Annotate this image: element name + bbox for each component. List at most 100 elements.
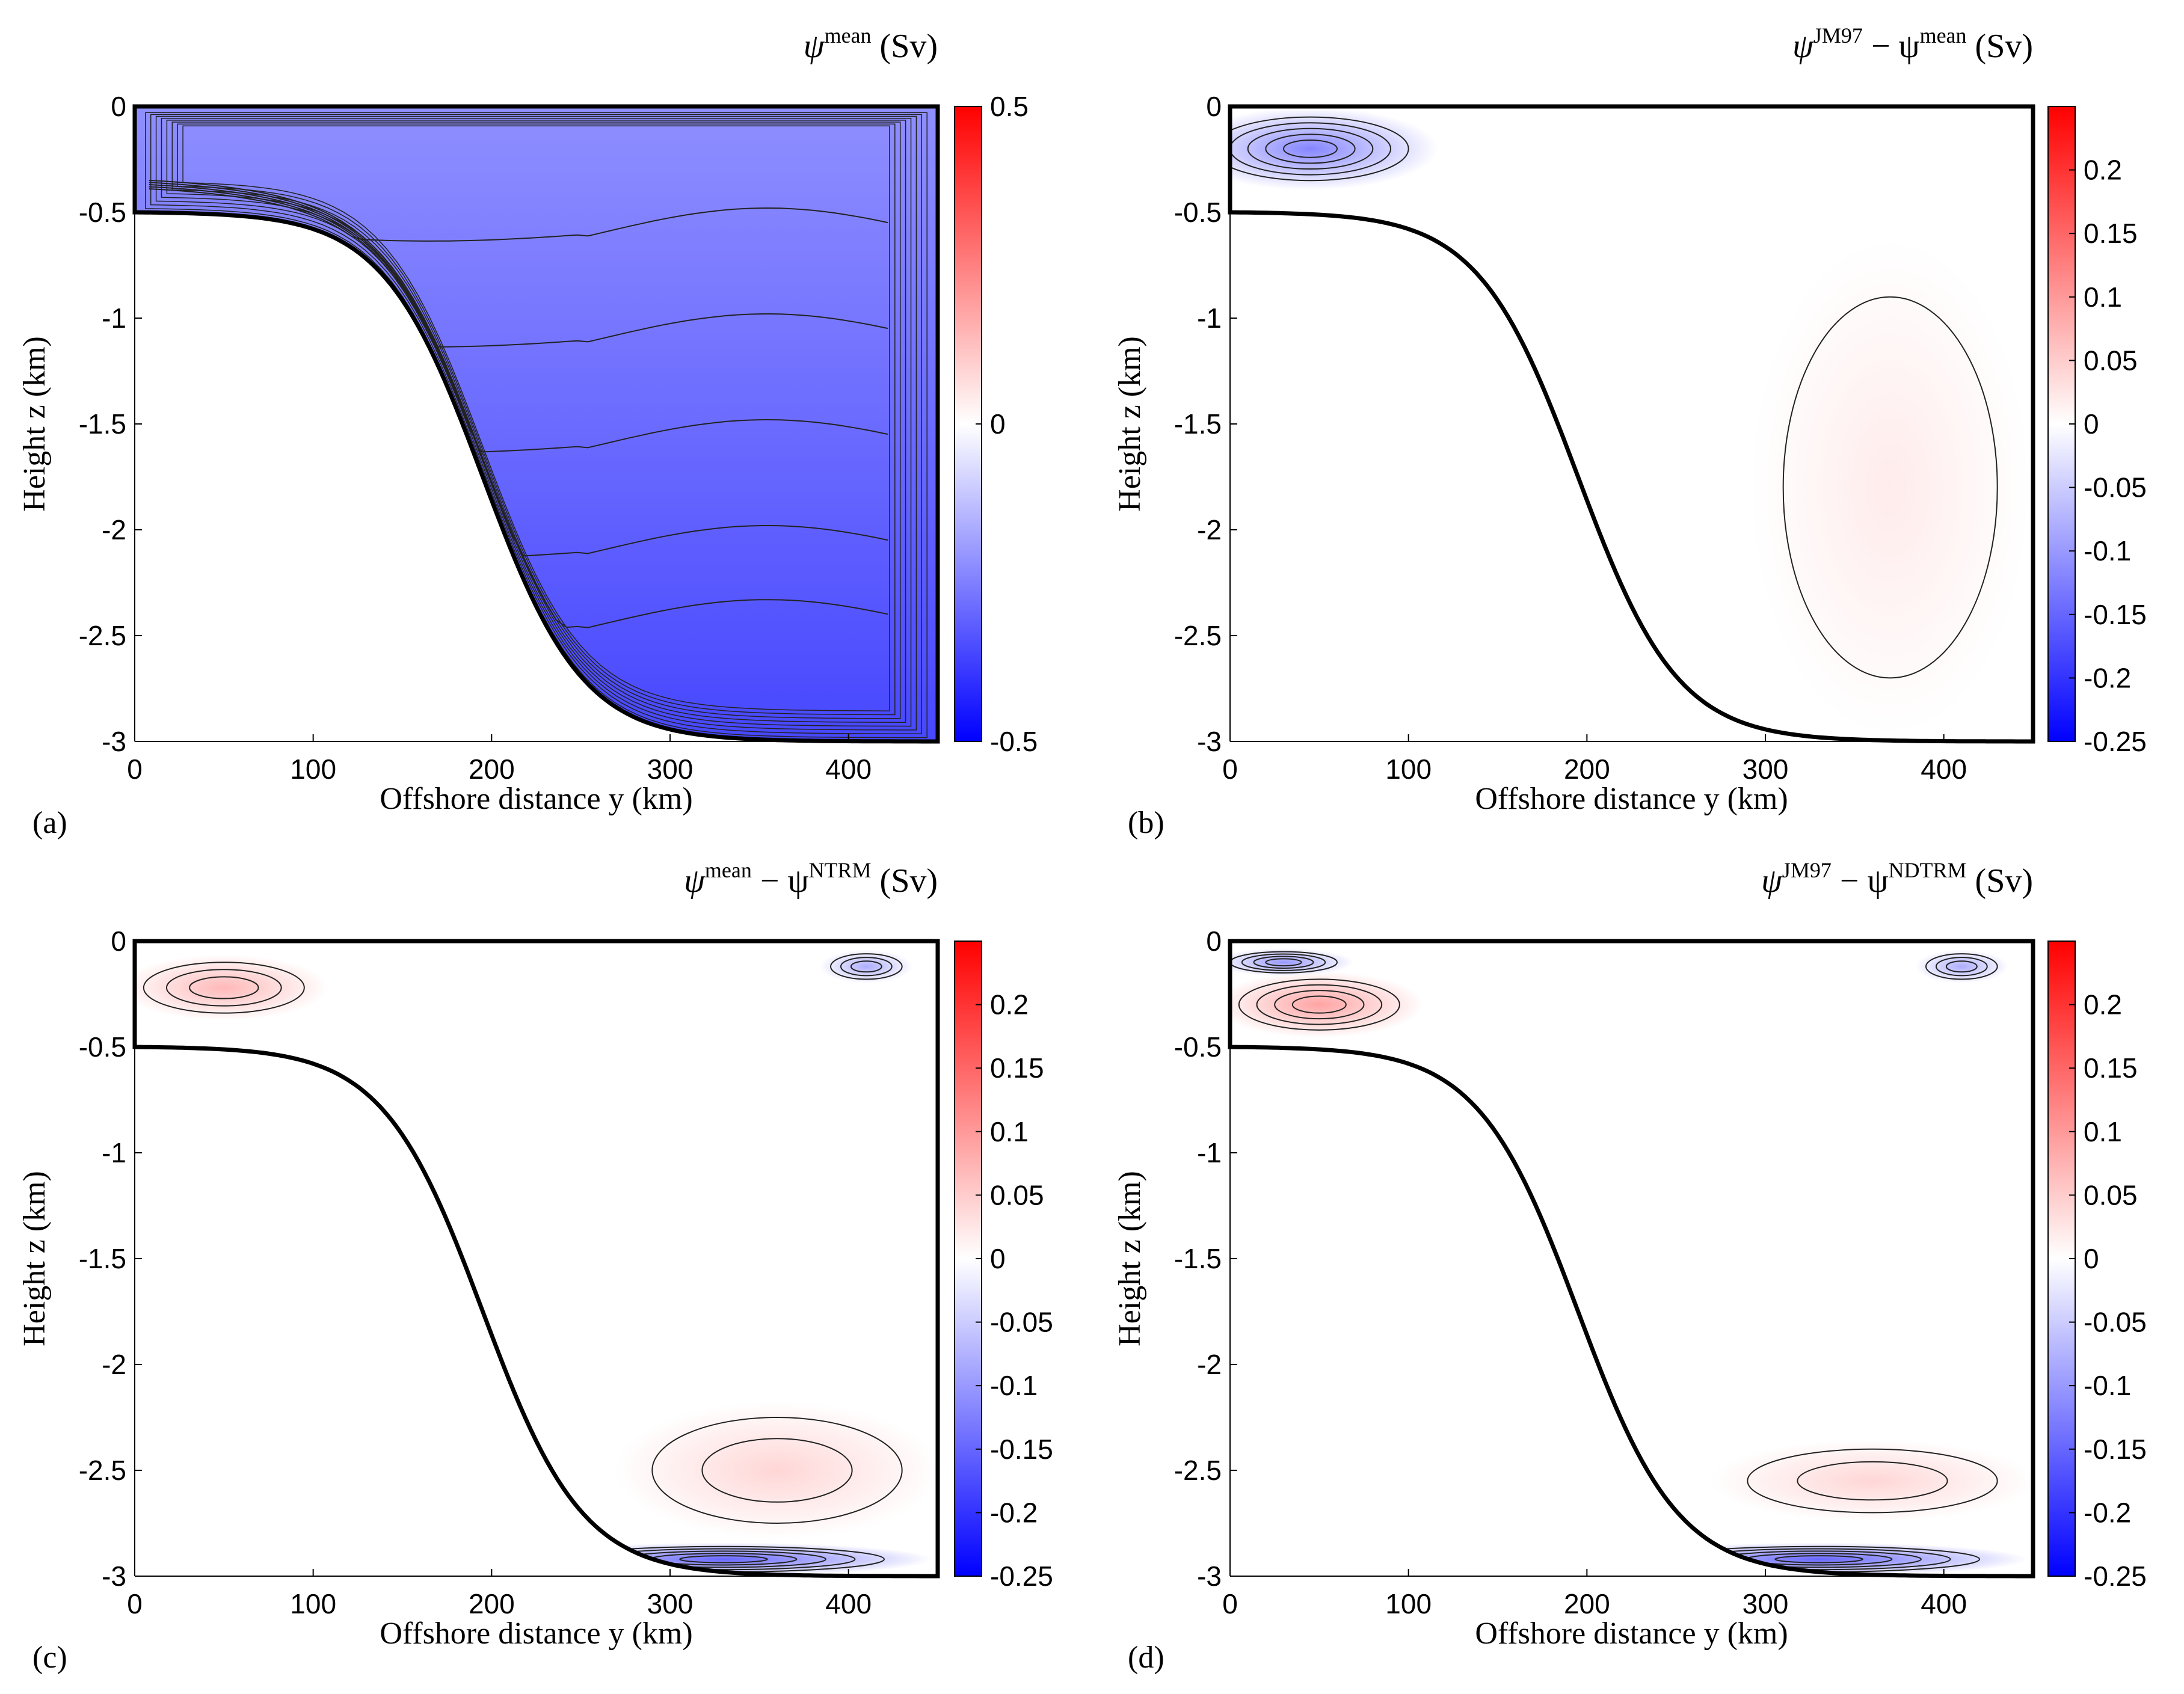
panel-title: ψmean (Sv) <box>804 23 938 65</box>
field-anomaly <box>1230 948 1353 977</box>
colorbar-tick-label: 0 <box>990 1243 1006 1274</box>
colorbar: 0.2 0.15 0.1 0.05 0 -0.05 -0.1 -0.15 -0.2 -0.25 <box>954 941 1053 1592</box>
x-axis-label: Offshore distance y (km) <box>380 782 692 816</box>
x-tick-label: 400 <box>825 1588 872 1619</box>
colorbar-tick-label: 0.05 <box>2084 345 2138 376</box>
colorbar-tick-label: -0.15 <box>990 1434 1053 1465</box>
panel-c: 0 100 200 300 400 0 -0.5 -1 -1.5 -2 -2.5 -3 Offshore… <box>17 858 1053 1675</box>
x-tick-label: 200 <box>469 753 515 785</box>
contour-line <box>189 976 259 999</box>
y-tick-label: -2.5 <box>79 620 126 651</box>
contour-line <box>1945 960 1978 973</box>
contour-line <box>165 969 282 1007</box>
x-axis-label: Offshore distance y (km) <box>1475 1616 1788 1651</box>
y-tick-label: -2 <box>1197 514 1222 545</box>
y-tick-label: -0.5 <box>79 1031 126 1063</box>
colorbar-tick-label: 0.1 <box>2084 1116 2122 1147</box>
y-tick-label: -0.5 <box>79 197 126 228</box>
panel-label: (a) <box>32 806 67 840</box>
colorbar-tick-label: 0.5 <box>990 91 1029 122</box>
x-tick-label: 400 <box>1921 753 1967 785</box>
panel-a: 0 100 200 300 400 0 -0.5 -1 -1.5 -2 -2.5 -3 Offshore… <box>17 23 1038 840</box>
panel-d: 0 100 200 300 400 0 -0.5 -1 -1.5 -2 -2.5 -3 Offshore… <box>1113 858 2147 1675</box>
panel-b: 0 100 200 300 400 0 -0.5 -1 -1.5 -2 -2.5 -3 Offshore… <box>1113 23 2147 840</box>
field <box>1230 941 2033 1576</box>
contour-line <box>830 953 903 980</box>
panel-label: (d) <box>1128 1640 1164 1675</box>
field <box>135 941 938 1576</box>
field-anomaly <box>615 1401 938 1539</box>
field-anomaly <box>820 950 913 983</box>
contour-line <box>1747 1448 1998 1514</box>
colorbar-tick-label: 0 <box>990 408 1006 440</box>
y-tick-label: -1.5 <box>79 408 126 440</box>
x-tick-label: 0 <box>127 1588 143 1619</box>
y-tick-label: -0.5 <box>1174 1031 1222 1063</box>
colorbar-tick-label: -0.05 <box>2084 1307 2147 1338</box>
colorbar-tick-label: 0.15 <box>2084 1052 2138 1084</box>
field-anomaly <box>1230 107 1438 191</box>
y-tick-label: 0 <box>111 91 126 122</box>
x-tick-label: 200 <box>1564 1588 1610 1619</box>
colorbar-tick-label: -0.25 <box>2084 1561 2147 1592</box>
field-anomaly <box>135 954 328 1021</box>
colorbar-tick-label: -0.1 <box>2084 1370 2131 1401</box>
y-tick-label: 0 <box>111 925 126 957</box>
y-tick-label: -1.5 <box>1174 408 1222 440</box>
contour-line <box>840 957 893 977</box>
x-tick-label: 0 <box>1222 753 1238 785</box>
y-tick-label: -2.5 <box>1174 1455 1222 1486</box>
x-tick-label: 0 <box>1222 1588 1238 1619</box>
colorbar-tick-label: -0.5 <box>990 726 1038 757</box>
colorbar-tick-label: -0.05 <box>990 1307 1053 1338</box>
contour-line <box>1247 127 1374 170</box>
colorbar-tick-label: 0.2 <box>2084 155 2122 186</box>
y-tick-label: -2 <box>102 514 126 545</box>
y-tick-label: -3 <box>102 1561 126 1592</box>
contour-line <box>1925 953 1998 980</box>
x-tick-label: 100 <box>1385 1588 1432 1619</box>
contour-line <box>166 120 906 723</box>
x-tick-label: 200 <box>469 1588 515 1619</box>
colorbar-tick-label: 0.15 <box>990 1052 1044 1084</box>
x-tick-label: 300 <box>1743 1588 1789 1619</box>
contour-line <box>850 960 882 973</box>
y-tick-label: -3 <box>102 726 126 757</box>
y-tick-label: -1.5 <box>79 1243 126 1274</box>
colorbar: 0.2 0.15 0.1 0.05 0 -0.05 -0.1 -0.15 -0.2 -0.25 <box>2047 941 2147 1592</box>
colorbar-tick-label: 0.05 <box>990 1179 1044 1211</box>
y-tick-label: -2.5 <box>1174 620 1222 651</box>
contour-line <box>1291 995 1347 1014</box>
colorbar-tick-label: -0.25 <box>990 1561 1053 1592</box>
contour-line <box>149 186 888 348</box>
x-tick-label: 300 <box>647 1588 694 1619</box>
colorbar-tick-label: -0.05 <box>2084 472 2147 503</box>
contour-line <box>161 117 912 727</box>
contour-line <box>149 180 888 628</box>
topography-outline <box>1228 104 2035 744</box>
x-axis-label: Offshore distance y (km) <box>380 1616 692 1651</box>
contour-line <box>1935 957 1988 977</box>
y-tick-label: -3 <box>1197 1561 1222 1592</box>
colorbar-tick-label: -0.25 <box>2084 726 2147 757</box>
y-axis-label: Height z (km) <box>17 1171 52 1346</box>
contour-line <box>1253 956 1314 969</box>
field-anomaly <box>1751 239 2030 735</box>
topography-outline <box>132 939 940 1579</box>
panel-title: ψJM97 − ψmean (Sv) <box>1792 23 2033 65</box>
x-tick-label: 100 <box>290 1588 336 1619</box>
topography-outline <box>1228 939 2035 1579</box>
x-tick-label: 300 <box>647 753 694 785</box>
contour-line <box>679 1555 768 1564</box>
y-tick-label: 0 <box>1206 925 1222 957</box>
contour-line <box>1230 951 1338 974</box>
x-tick-label: 300 <box>1743 753 1789 785</box>
contour-line <box>1256 984 1383 1025</box>
colorbar-tick-label: 0 <box>2084 1243 2099 1274</box>
panel-label: (c) <box>32 1640 67 1675</box>
y-tick-label: 0 <box>1206 91 1222 122</box>
y-axis-label: Height z (km) <box>1113 1171 1147 1346</box>
contour-line <box>1265 133 1356 164</box>
field-anomaly <box>1915 950 2008 983</box>
